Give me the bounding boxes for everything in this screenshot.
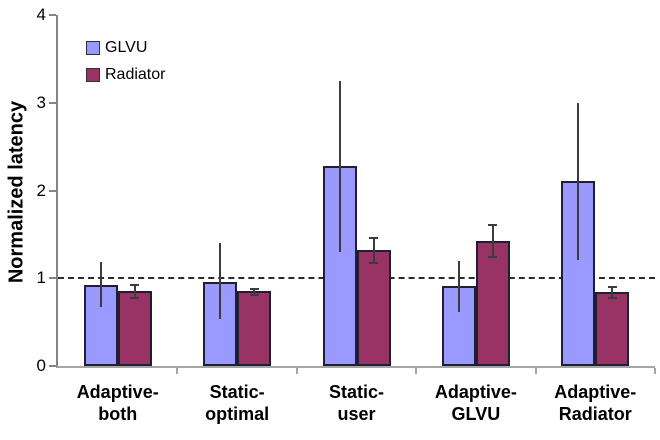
error-bar-radiator-static-user [372, 237, 375, 264]
category-label-static-optimal: Static-optimal [177, 381, 296, 425]
error-bar-radiator-adaptive-radiator [611, 287, 614, 299]
error-cap-bottom [249, 293, 259, 296]
y-axis-tick [49, 365, 56, 367]
bar-radiator-static-user [356, 250, 391, 366]
error-cap-bottom [130, 296, 140, 299]
error-bar-glvu-adaptive-both [99, 261, 102, 308]
error-bar-glvu-static-user [338, 80, 341, 252]
legend-swatch-radiator [86, 68, 100, 82]
error-cap-bottom [369, 262, 378, 265]
y-axis-tick [49, 14, 56, 16]
x-axis-tick [176, 368, 179, 374]
bar-radiator-adaptive-radiator [595, 292, 630, 366]
y-tick-label: 0 [36, 356, 46, 375]
bar-radiator-adaptive-glvu [475, 240, 510, 366]
error-bar-glvu-static-optimal [219, 243, 222, 320]
y-tick-label: 2 [36, 180, 46, 200]
error-cap-top [607, 286, 617, 289]
y-tick-label: 3 [36, 92, 46, 112]
error-bar-glvu-adaptive-glvu [457, 260, 460, 313]
y-tick-label: 1 [36, 268, 46, 288]
category-label-line1: Adaptive- [554, 382, 637, 402]
bar-radiator-adaptive-both [117, 290, 152, 366]
category-label-line2: user [337, 404, 376, 424]
x-axis-tick [534, 368, 537, 374]
category-label-line1: Adaptive- [434, 382, 517, 402]
bar-glvu-adaptive-both [83, 285, 118, 366]
y-axis-tick [49, 277, 56, 280]
bar-radiator-static-optimal [237, 291, 272, 366]
x-axis-tick [295, 368, 298, 374]
error-bar-radiator-static-optimal [253, 288, 256, 295]
legend-item-glvu: GLVU [86, 39, 165, 57]
x-axis-tick [654, 368, 656, 374]
category-label-line1: Static- [328, 382, 384, 402]
legend-label: GLVU [105, 39, 148, 56]
plot-area: GLVU Radiator 0 1 2 3 4 Adaptive-both Static-op… [37, 5, 656, 424]
error-bar-radiator-adaptive-both [133, 285, 136, 298]
category-label-line2: optimal [205, 404, 270, 424]
error-cap-top [249, 287, 259, 290]
legend: GLVU Radiator [86, 39, 165, 93]
error-cap-bottom [488, 256, 498, 259]
y-axis-tick [49, 101, 56, 104]
error-cap-top [369, 236, 378, 239]
y-axis-tick [49, 189, 56, 192]
error-cap-top [130, 284, 140, 287]
error-cap-top [488, 223, 498, 226]
category-label-adaptive-glvu: Adaptive- GLVU [416, 381, 535, 425]
y-tick-label: 4 [36, 5, 46, 24]
category-label-adaptive-radiator: Adaptive- Radiator [536, 381, 655, 425]
category-label-line2: Radiator [558, 404, 632, 424]
category-label-line1: Static- [209, 382, 265, 402]
category-label-static-user: Static-user [297, 381, 416, 425]
error-bar-radiator-adaptive-glvu [491, 224, 494, 258]
category-label-adaptive-both: Adaptive-both [58, 381, 177, 425]
legend-label: Radiator [105, 66, 166, 83]
error-bar-glvu-adaptive-radiator [577, 102, 580, 260]
category-label-line1: Adaptive- [76, 382, 159, 402]
error-cap-bottom [607, 297, 617, 300]
category-label-line2: GLVU [451, 404, 501, 424]
category-label-line2: both [98, 404, 138, 424]
legend-swatch-glvu [86, 41, 100, 55]
legend-item-radiator: Radiator [86, 66, 165, 84]
x-axis-tick [415, 368, 418, 374]
